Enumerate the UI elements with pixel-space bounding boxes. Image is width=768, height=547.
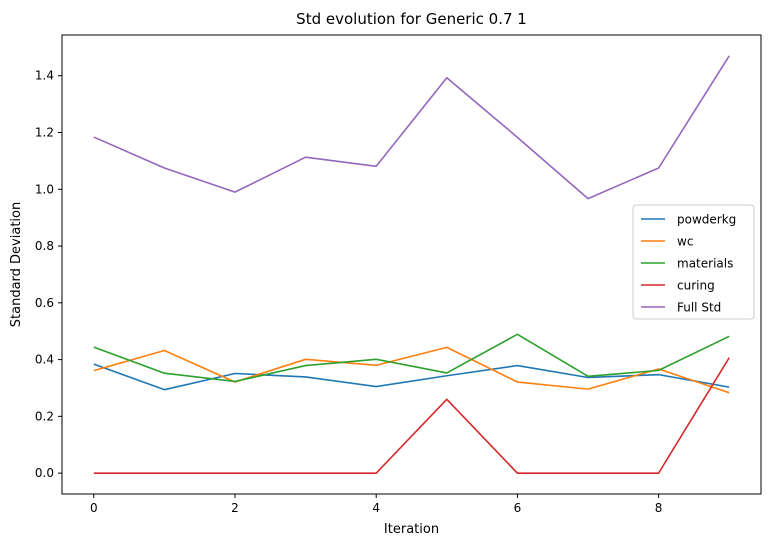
x-tick-label: 6 <box>514 501 522 515</box>
x-tick-label: 2 <box>231 501 239 515</box>
legend-label: powderkg <box>677 213 736 227</box>
legend-label: wc <box>677 235 693 249</box>
x-axis: 0 2 4 6 8 <box>90 494 662 515</box>
y-tick-label: 1.0 <box>35 182 54 196</box>
legend-label: Full Std <box>677 301 721 315</box>
series-line-full-std <box>93 55 730 200</box>
legend-label: curing <box>677 279 715 293</box>
y-tick-label: 1.4 <box>35 69 54 83</box>
series-line-curing <box>93 357 730 474</box>
y-tick-label: 0.2 <box>35 409 54 423</box>
series-lines <box>93 55 730 474</box>
series-line-powderkg <box>93 363 730 391</box>
chart-title: Std evolution for Generic 0.7 1 <box>296 10 527 28</box>
y-tick-label: 0.4 <box>35 353 54 367</box>
plot-frame <box>61 34 762 495</box>
y-axis-label: Standard Deviation <box>9 202 24 327</box>
legend-label: materials <box>677 257 733 271</box>
x-tick-label: 8 <box>655 501 663 515</box>
series-line-materials <box>93 333 730 383</box>
x-tick-label: 4 <box>372 501 380 515</box>
series-line-wc <box>93 346 730 394</box>
y-tick-label: 0.0 <box>35 466 54 480</box>
y-tick-label: 0.6 <box>35 296 54 310</box>
legend-box <box>632 204 755 320</box>
y-tick-label: 0.8 <box>35 239 54 253</box>
x-tick-label: 0 <box>90 501 98 515</box>
legend: powderkg wc materials curing Full Std <box>632 204 755 320</box>
y-axis: 0.0 0.2 0.4 0.6 0.8 1.0 1.2 1.4 <box>35 69 62 480</box>
x-axis-label: Iteration <box>384 522 439 537</box>
y-tick-label: 1.2 <box>35 126 54 140</box>
